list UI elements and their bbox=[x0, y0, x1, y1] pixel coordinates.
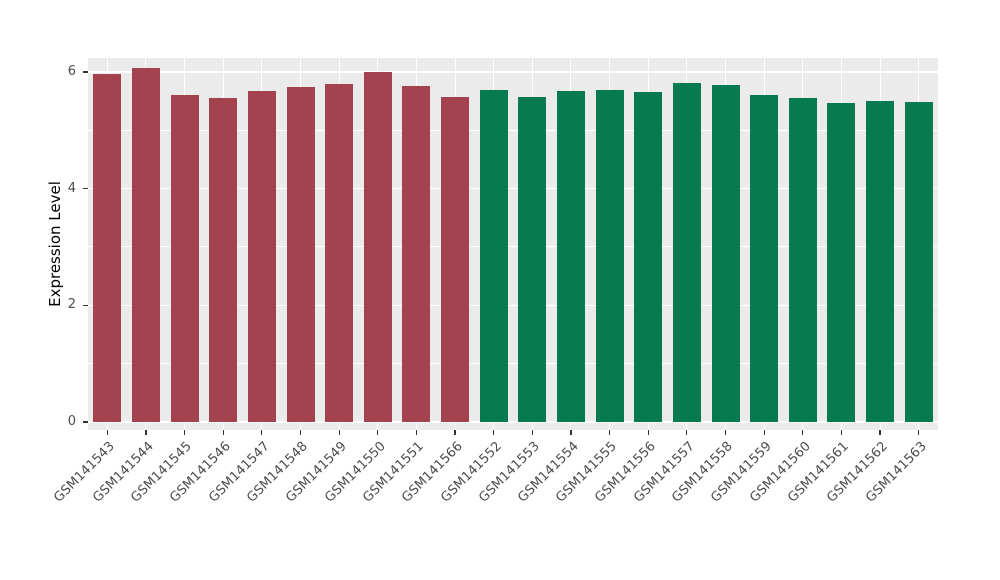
x-tick-mark bbox=[608, 430, 611, 435]
x-tick-mark bbox=[415, 430, 417, 435]
x-tick-mark bbox=[879, 430, 881, 435]
y-tick-label: 0 bbox=[67, 414, 76, 429]
x-tick-mark bbox=[686, 430, 688, 435]
x-tick-mark bbox=[377, 430, 379, 435]
x-tick-mark bbox=[647, 430, 649, 435]
bar-GSM141561 bbox=[827, 102, 856, 422]
x-tick-mark bbox=[724, 430, 727, 435]
bar-GSM141566 bbox=[441, 96, 470, 422]
x-tick-mark bbox=[763, 430, 765, 435]
bar-GSM141548 bbox=[286, 87, 315, 422]
bar-GSM141555 bbox=[595, 89, 624, 422]
bar-GSM141552 bbox=[479, 90, 508, 422]
x-tick-mark bbox=[802, 430, 804, 435]
x-tick-mark bbox=[261, 430, 263, 435]
minor-gridline bbox=[88, 362, 938, 364]
bar-GSM141543 bbox=[93, 73, 122, 422]
x-tick-mark bbox=[493, 430, 495, 435]
minor-gridline bbox=[88, 246, 938, 247]
y-tick-mark bbox=[83, 71, 88, 73]
bar-GSM141546 bbox=[209, 98, 238, 422]
y-tick-label: 2 bbox=[67, 297, 76, 313]
y-axis-title: Expression Level bbox=[46, 181, 64, 307]
bar-GSM141554 bbox=[556, 91, 585, 422]
major-gridline bbox=[88, 421, 938, 423]
y-tick-label: 6 bbox=[67, 64, 76, 79]
major-gridline bbox=[88, 304, 938, 307]
y-tick-mark bbox=[83, 304, 88, 306]
y-tick-label: 4 bbox=[67, 180, 76, 196]
x-tick-mark bbox=[299, 430, 302, 435]
minor-gridline bbox=[88, 129, 938, 131]
bar-GSM141559 bbox=[750, 94, 779, 422]
y-tick-mark bbox=[83, 421, 88, 423]
x-tick-mark bbox=[570, 430, 572, 435]
major-gridline bbox=[88, 187, 938, 190]
bar-GSM141560 bbox=[788, 98, 817, 422]
bar-GSM141558 bbox=[711, 85, 740, 422]
bar-GSM141549 bbox=[325, 84, 354, 422]
x-tick-mark bbox=[840, 430, 842, 435]
bar-GSM141550 bbox=[363, 72, 392, 422]
x-tick-mark bbox=[106, 430, 108, 435]
x-tick-mark bbox=[454, 430, 456, 435]
plot-panel bbox=[88, 58, 938, 430]
bar-GSM141545 bbox=[170, 95, 199, 422]
x-tick-mark bbox=[145, 430, 147, 435]
bar-GSM141551 bbox=[402, 86, 431, 422]
x-tick-mark bbox=[531, 430, 533, 435]
major-gridline bbox=[88, 71, 938, 73]
bar-GSM141556 bbox=[634, 92, 663, 422]
x-tick-mark bbox=[338, 430, 340, 435]
x-tick-mark bbox=[918, 430, 920, 435]
bar-GSM141562 bbox=[866, 100, 895, 422]
bar-GSM141563 bbox=[904, 101, 933, 422]
y-tick-mark bbox=[83, 188, 88, 190]
bar-GSM141544 bbox=[131, 67, 160, 422]
bar-GSM141553 bbox=[518, 97, 547, 422]
x-tick-mark bbox=[183, 430, 186, 435]
bar-GSM141557 bbox=[672, 82, 701, 422]
bar-GSM141547 bbox=[247, 90, 276, 422]
x-tick-mark bbox=[222, 430, 224, 435]
